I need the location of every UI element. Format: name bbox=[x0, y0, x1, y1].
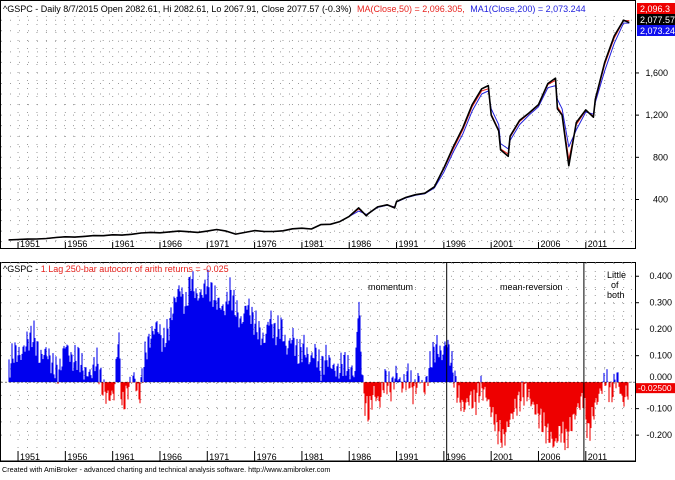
autocorr-header: ^GSPC - 1 Lag 250-bar autocorr of arith … bbox=[3, 264, 229, 274]
autocorr-x-tick-label: 1966 bbox=[162, 452, 182, 462]
price-x-tick-label: 1981 bbox=[304, 239, 324, 249]
price-x-tick-label: 2001 bbox=[493, 239, 513, 249]
price-pane[interactable] bbox=[0, 0, 636, 249]
ma200-legend: MA1(Close,200) = 2,073.244 bbox=[470, 4, 585, 14]
autocorr-x-tick-label: 1956 bbox=[67, 452, 87, 462]
price-header: ^GSPC - Daily 8/7/2015 Open 2082.61, Hi … bbox=[3, 4, 586, 14]
autocorr-x-tick-label: 2011 bbox=[588, 452, 607, 462]
autocorr-x-tick-label: 1971 bbox=[209, 452, 229, 462]
footer-credit: Created with AmiBroker - advanced charti… bbox=[2, 465, 330, 474]
ma200-value-tag bbox=[637, 25, 675, 36]
autocorr-x-tick-label: 1986 bbox=[351, 452, 371, 462]
autocorr-zero-label: 0.000 bbox=[649, 372, 672, 382]
autocorr-value-tag-label: -0.02500 bbox=[638, 383, 672, 393]
price-x-tick-label: 1986 bbox=[351, 239, 371, 249]
price-y-axis: 400 800 1,200 1,600 2,096.32,077.572,073.24 bbox=[635, 3, 675, 204]
price-x-tick-label: 2011 bbox=[588, 239, 607, 249]
close-value-tag-label: 2,077.57 bbox=[640, 15, 675, 25]
price-x-tick-label: 1991 bbox=[399, 239, 419, 249]
annotation-momentum: momentum bbox=[368, 282, 413, 292]
annotation-of: of bbox=[611, 280, 619, 290]
price-x-axis: 1951 1956 1961 1966 1971 1976 1981 1986 1991 1996… bbox=[17, 239, 607, 249]
ma50-value-tag-label: 2,096.3 bbox=[640, 4, 670, 14]
autocorr-y-tick-label: 0.300 bbox=[649, 298, 672, 308]
annotation-both: both bbox=[607, 290, 625, 300]
autocorr-x-axis: 1951 1956 1961 1966 1971 1976 1981 1986 1991 1996… bbox=[1, 451, 635, 462]
autocorr-x-tick-label: 1996 bbox=[446, 452, 466, 462]
ma50-value-tag bbox=[637, 3, 675, 14]
price-y-tick-label: 1,600 bbox=[645, 68, 668, 78]
price-header-prefix: ^GSPC - Daily 8/7/2015 Open 2082.61, Hi … bbox=[3, 4, 351, 14]
price-y-tick-label: 1,200 bbox=[645, 110, 668, 120]
autocorr-y-axis: -0.200 -0.100 0.100 0.200 0.300 0.400 0.000-0.… bbox=[635, 271, 675, 440]
autocorr-x-tick-label: 1951 bbox=[20, 452, 40, 462]
price-series bbox=[8, 19, 630, 241]
ma200-value-tag-label: 2,073.24 bbox=[640, 26, 675, 36]
autocorr-x-tick-label: 1991 bbox=[399, 452, 419, 462]
autocorr-header-text: 1 Lag 250-bar autocorr of arith returns … bbox=[41, 264, 229, 274]
price-x-tick-label: 2006 bbox=[540, 239, 560, 249]
autocorr-value-tag bbox=[636, 383, 675, 394]
close-value-tag bbox=[637, 14, 675, 25]
autocorr-x-tick-label: 2006 bbox=[540, 452, 560, 462]
price-y-tick-label: 800 bbox=[653, 152, 668, 162]
price-x-tick-label: 1961 bbox=[115, 239, 135, 249]
regime-markers bbox=[446, 263, 585, 461]
price-x-tick-label: 1996 bbox=[446, 239, 466, 249]
price-x-tick-label: 1976 bbox=[257, 239, 277, 249]
autocorr-y-tick-label: 0.100 bbox=[649, 351, 672, 361]
autocorr-x-tick-label: 1961 bbox=[115, 452, 135, 462]
autocorr-header-prefix: ^GSPC - bbox=[3, 264, 41, 274]
price-x-tick-label: 1966 bbox=[162, 239, 182, 249]
autocorr-x-tick-label: 2001 bbox=[493, 452, 513, 462]
autocorr-bars bbox=[1, 269, 635, 451]
price-x-tick-label: 1951 bbox=[20, 239, 40, 249]
autocorr-x-tick-label: 1976 bbox=[257, 452, 277, 462]
price-x-tick-label: 1971 bbox=[209, 239, 229, 249]
autocorr-y-tick-label: -0.100 bbox=[646, 404, 672, 414]
price-x-tick-label: 1956 bbox=[67, 239, 87, 249]
close-line bbox=[8, 19, 630, 241]
autocorr-y-tick-label: 0.400 bbox=[649, 271, 672, 281]
autocorr-y-tick-label: 0.200 bbox=[649, 324, 672, 334]
autocorr-x-tick-label: 1981 bbox=[304, 452, 324, 462]
annotation-little: Little bbox=[607, 270, 626, 280]
ma50-legend: MA(Close,50) = 2,096.305, bbox=[357, 4, 465, 14]
price-y-tick-label: 400 bbox=[653, 194, 668, 204]
annotation-mean-reversion: mean-reversion bbox=[500, 282, 563, 292]
autocorr-y-tick-label: -0.200 bbox=[646, 430, 672, 440]
